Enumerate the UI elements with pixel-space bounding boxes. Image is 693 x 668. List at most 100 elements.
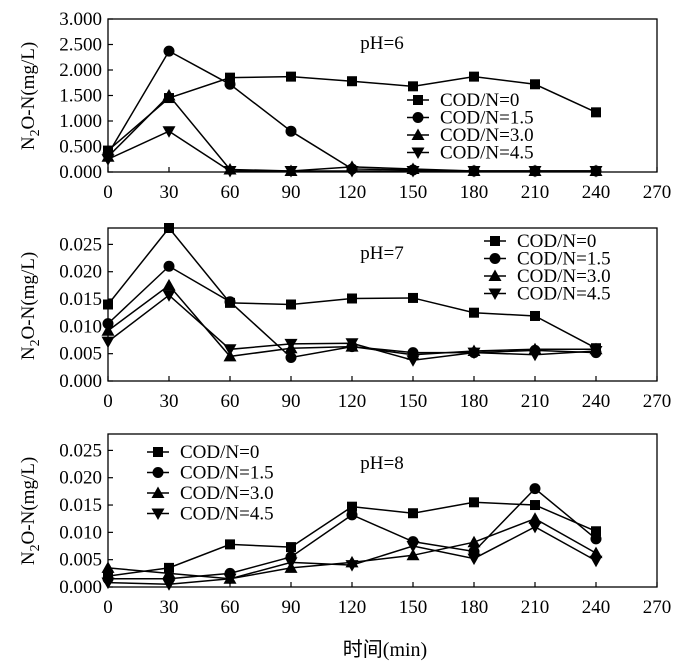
x-tick-label: 0 xyxy=(103,597,113,618)
data-point xyxy=(469,71,479,82)
data-point xyxy=(102,318,114,330)
legend-marker xyxy=(488,288,502,300)
x-tick-label: 150 xyxy=(399,182,428,203)
y-tick-label: 0.000 xyxy=(59,577,102,598)
y-axis-title: N2O-N(mg/L) xyxy=(18,457,43,565)
y-axis-title-subscript: 2 xyxy=(28,544,43,551)
y-tick-label: 1.500 xyxy=(59,86,102,107)
x-tick-label: 90 xyxy=(282,597,301,618)
data-point xyxy=(467,553,481,566)
y-tick-label: 0.010 xyxy=(59,316,102,337)
legend-label: COD/N=0 xyxy=(180,442,259,463)
y-tick-label: 0.015 xyxy=(59,289,102,310)
legend-label: COD/N=3.0 xyxy=(440,125,534,146)
x-tick-label: 120 xyxy=(338,391,367,412)
data-point xyxy=(406,355,420,367)
data-point xyxy=(286,71,296,82)
data-point xyxy=(345,165,359,178)
legend-label: COD/N=4.5 xyxy=(180,504,274,525)
legend-marker xyxy=(151,486,165,498)
data-point xyxy=(225,72,235,83)
legend-label: COD/N=4.5 xyxy=(517,284,611,305)
data-point xyxy=(528,521,542,534)
data-point xyxy=(591,107,601,118)
series-line xyxy=(107,526,597,586)
data-point xyxy=(408,508,418,519)
data-point xyxy=(590,533,602,545)
data-point xyxy=(162,290,176,302)
data-point xyxy=(528,165,542,178)
data-point xyxy=(347,501,357,512)
x-tick-label: 270 xyxy=(643,391,672,412)
x-tick-label: 180 xyxy=(460,391,489,412)
data-point xyxy=(101,561,115,573)
data-point xyxy=(101,324,115,336)
legend-marker xyxy=(151,508,165,520)
plot-frame xyxy=(107,433,658,588)
data-point xyxy=(284,338,298,351)
legend-marker xyxy=(412,112,424,123)
y-tick-label: 0.000 xyxy=(59,162,102,183)
series-triangle-down xyxy=(101,290,603,367)
data-point xyxy=(224,78,236,90)
y-tick-label: 2.500 xyxy=(59,35,102,56)
data-point xyxy=(467,535,481,548)
data-point xyxy=(163,260,175,272)
y-axis-title-main: N xyxy=(18,551,39,565)
data-point xyxy=(225,539,235,550)
data-point xyxy=(469,307,479,318)
x-tick-label: 120 xyxy=(338,182,367,203)
y-tick-label: 1.000 xyxy=(59,111,102,132)
y-tick-label: 2.000 xyxy=(59,60,102,81)
x-tick-label: 270 xyxy=(643,182,672,203)
data-point xyxy=(284,557,298,569)
data-point xyxy=(408,81,418,92)
panel-2: 0 30 60 90 120 150 180 210 240 270 0.000 0.005 0.010… xyxy=(18,223,671,412)
legend-label: COD/N=3.0 xyxy=(517,266,611,287)
data-point xyxy=(162,579,176,591)
data-point xyxy=(223,344,237,356)
x-tick-label: 90 xyxy=(282,391,301,412)
data-point xyxy=(347,293,357,304)
y-axis-title: N2O-N(mg/L) xyxy=(18,42,43,150)
data-point xyxy=(101,154,115,166)
y-tick-label: 0.025 xyxy=(59,440,102,461)
data-point xyxy=(530,79,540,90)
legend-marker xyxy=(411,128,425,140)
data-point xyxy=(528,349,542,362)
data-point xyxy=(589,345,603,358)
data-point xyxy=(285,125,297,137)
legend-label: COD/N=1.5 xyxy=(440,108,534,129)
data-point xyxy=(406,541,420,553)
data-point xyxy=(101,336,115,349)
data-point xyxy=(345,338,359,350)
data-point xyxy=(162,126,176,138)
y-axis-title-rest: O-N(mg/L) xyxy=(18,42,39,130)
x-tick-label: 210 xyxy=(521,391,550,412)
y-axis-title-main: N xyxy=(18,136,39,150)
legend-marker xyxy=(153,447,163,457)
data-point xyxy=(345,560,359,572)
y-tick-label: 0.020 xyxy=(59,468,102,489)
legend-label: COD/N=3.0 xyxy=(180,483,274,504)
data-point xyxy=(224,296,236,308)
data-point xyxy=(346,509,358,521)
data-point xyxy=(285,352,297,364)
x-tick-label: 30 xyxy=(160,597,179,618)
x-tick-label: 240 xyxy=(582,597,611,618)
x-tick-label: 0 xyxy=(103,182,113,203)
y-tick-label: 0.005 xyxy=(59,344,102,365)
x-tick-label: 90 xyxy=(282,182,301,203)
data-point xyxy=(284,165,298,178)
data-point xyxy=(223,573,237,586)
data-point xyxy=(163,45,175,57)
data-point xyxy=(408,292,418,303)
data-point xyxy=(589,165,603,178)
y-axis-title-main: N xyxy=(18,346,39,360)
series-triangle-up xyxy=(101,512,603,584)
legend-marker xyxy=(490,236,500,246)
